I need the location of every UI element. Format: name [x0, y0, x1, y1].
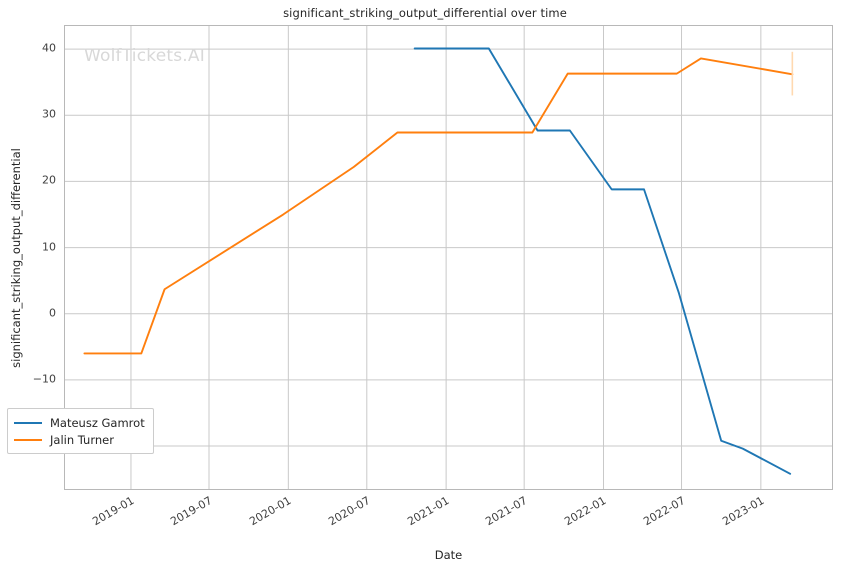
legend-label-series-0: Mateusz Gamrot — [50, 415, 145, 430]
legend-item[interactable]: Mateusz Gamrot — [14, 414, 145, 431]
legend: Mateusz Gamrot Jalin Turner — [7, 408, 154, 454]
legend-swatch-series-0 — [14, 421, 42, 424]
x-tick-label: 2019-07 — [168, 494, 215, 529]
legend-item[interactable]: Jalin Turner — [14, 431, 145, 448]
data-series-lines — [83, 47, 794, 475]
legend-swatch-series-1 — [14, 438, 42, 441]
x-tick-label: 2020-01 — [247, 494, 294, 529]
legend-label-series-1: Jalin Turner — [50, 432, 114, 447]
y-axis-label: significant_striking_output_differential — [9, 147, 23, 368]
x-tick-label: 2021-07 — [483, 494, 530, 529]
plot-area: WolfTickets.AI — [64, 25, 833, 490]
gridlines — [65, 26, 832, 489]
x-axis-label: Date — [434, 548, 463, 562]
x-tick-label: 2022-07 — [640, 494, 688, 529]
x-tick-label: 2021-01 — [405, 494, 452, 529]
x-tick-label: 2019-01 — [90, 494, 137, 529]
x-tick-label: 2022-01 — [562, 494, 609, 529]
series-line-1 — [83, 57, 794, 355]
plot-svg — [65, 26, 832, 489]
series-line-0 — [413, 47, 792, 475]
x-tick-label: 2023-01 — [720, 494, 767, 529]
x-tick-label: 2020-07 — [325, 494, 373, 529]
watermark: WolfTickets.AI — [84, 46, 205, 66]
chart-title: significant_striking_output_differential… — [283, 6, 567, 20]
